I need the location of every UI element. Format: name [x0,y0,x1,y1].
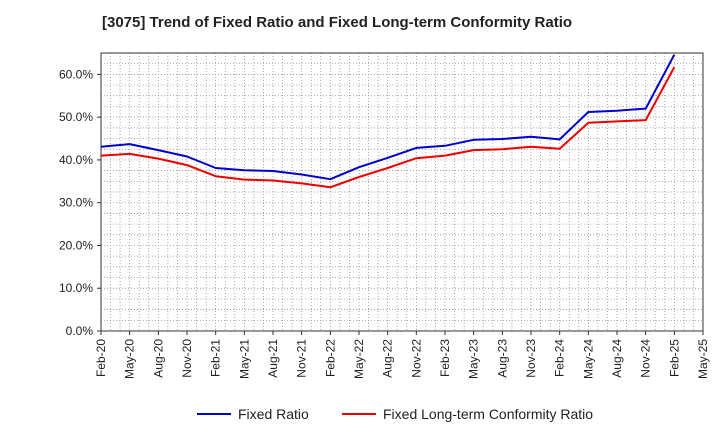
axes: 0.0% 10.0% 20.0% 30.0% 40.0% 50.0% 60.0% Feb-20… [59,52,710,379]
series-line-1 [100,54,676,181]
x-tick-label: Feb-24 [553,339,567,377]
legend-label-1: Fixed Ratio [238,406,309,422]
y-tick-label: 60.0% [59,67,93,81]
x-tick-label: Nov-22 [409,339,423,378]
x-tick-label: Aug-20 [151,339,165,378]
chart-title: [3075] Trend of Fixed Ratio and Fixed Lo… [102,14,573,31]
x-tick-label: Nov-23 [524,339,538,378]
y-tick-label: 50.0% [59,110,93,124]
plot-frame [100,52,704,332]
x-tick-label: Feb-22 [323,339,337,377]
series-line-2 [100,66,676,189]
x-tick-label: May-21 [237,339,251,379]
x-tick-label: Nov-20 [180,339,194,378]
x-tick-label: Feb-25 [667,339,681,377]
x-tick-label: May-24 [581,339,595,379]
x-tick-label: Feb-21 [209,339,223,377]
x-tick-label: May-22 [352,339,366,379]
x-tick-label: Feb-20 [94,339,108,377]
x-tick-label: Feb-23 [438,339,452,377]
x-tick-label: May-23 [467,339,481,379]
x-tick-label: Aug-22 [381,339,395,378]
legend-label-2: Fixed Long-term Conformity Ratio [383,406,593,422]
legend: Fixed Ratio Fixed Long-term Conformity Ra… [197,406,593,422]
y-tick-label: 40.0% [59,153,93,167]
y-tick-label: 30.0% [59,196,93,210]
x-tick-label: Aug-24 [610,339,624,378]
x-tick-label: Nov-24 [639,339,653,378]
x-tick-label: Aug-23 [495,339,509,378]
x-tick-label: Nov-21 [295,339,309,378]
grid [100,52,704,332]
series-lines [100,54,676,189]
x-tick-label: Aug-21 [266,339,280,378]
x-tick-label: May-20 [123,339,137,379]
x-tick-label: May-25 [696,339,710,379]
y-tick-label: 0.0% [66,324,94,338]
y-tick-label: 20.0% [59,238,93,252]
y-tick-label: 10.0% [59,281,93,295]
